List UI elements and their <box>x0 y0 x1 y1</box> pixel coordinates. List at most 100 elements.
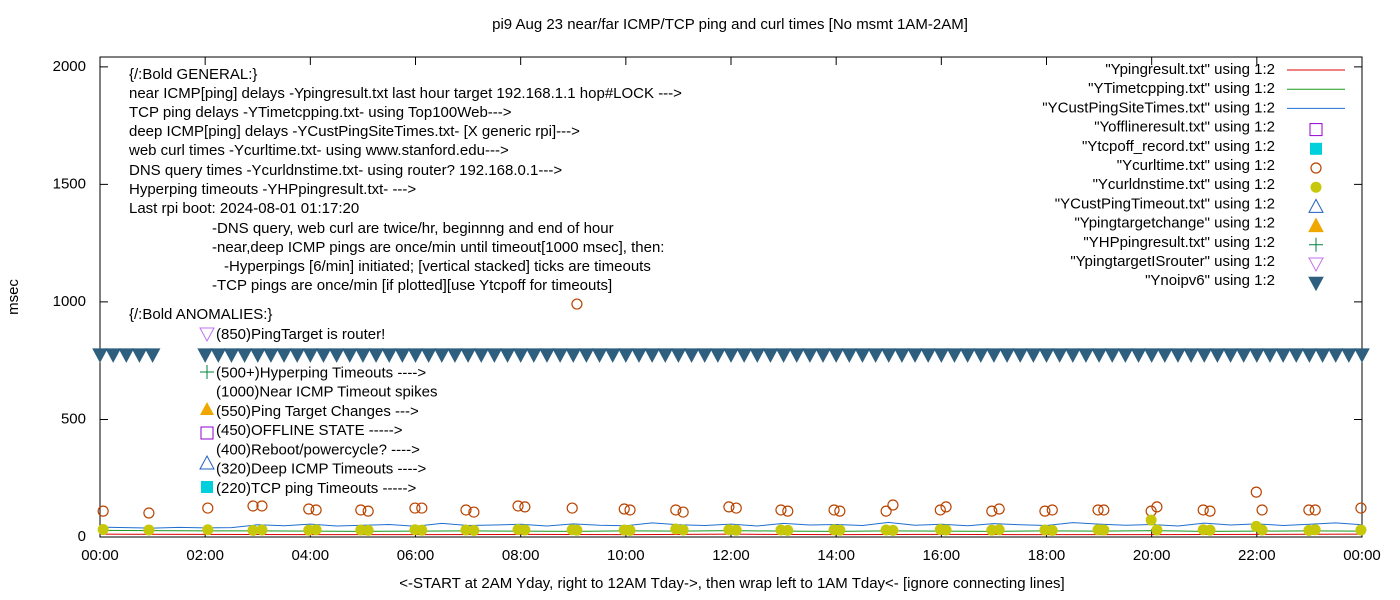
annotation: -DNS query, web curl are twice/hr, begin… <box>212 220 614 237</box>
marker <box>1341 348 1357 363</box>
marker <box>571 524 583 536</box>
marker <box>644 348 660 363</box>
anomaly-note: (1000)Near ICMP Timeout spikes <box>216 384 437 401</box>
marker <box>782 524 794 536</box>
marker <box>723 501 735 513</box>
marker <box>1248 348 1265 363</box>
marker <box>782 505 794 517</box>
annotation: -TCP pings are once/min [if plotted][use… <box>212 277 612 294</box>
marker <box>1196 348 1213 363</box>
annotation: -near,deep ICMP pings are once/min until… <box>212 239 664 256</box>
marker <box>460 348 476 363</box>
marker <box>1301 348 1318 363</box>
marker <box>1098 524 1110 536</box>
marker <box>730 524 742 536</box>
marker <box>302 348 319 363</box>
marker <box>394 348 411 363</box>
marker <box>381 348 398 363</box>
legend-label: "YCustPingSiteTimes.txt" using 1:2 <box>1042 99 1275 116</box>
marker <box>828 348 845 363</box>
marker <box>92 348 108 363</box>
marker <box>1204 524 1216 536</box>
marker <box>202 502 214 514</box>
marker <box>762 348 779 363</box>
marker <box>934 504 946 516</box>
annotation: Hyperping timeouts -YHPpingresult.txt- -… <box>129 181 416 198</box>
marker <box>1209 348 1226 363</box>
marker <box>959 348 976 363</box>
y-tick-label: 0 <box>78 528 86 545</box>
marker <box>525 348 542 363</box>
marker <box>1104 348 1121 363</box>
marker <box>565 348 582 363</box>
marker <box>247 524 259 536</box>
marker <box>1170 348 1186 363</box>
marker <box>310 524 322 536</box>
marker <box>539 348 555 363</box>
legend-label: "Ypingresult.txt" using 1:2 <box>1105 61 1275 78</box>
marker <box>710 348 726 363</box>
marker <box>920 348 937 363</box>
legend-swatch <box>1308 217 1324 233</box>
x-tick-label: 06:00 <box>397 547 435 564</box>
annotation: {/:Bold ANOMALIES:} <box>129 306 272 323</box>
annotation: Last rpi boot: 2024-08-01 01:17:20 <box>129 200 359 217</box>
marker <box>460 504 472 516</box>
marker <box>409 502 421 514</box>
x-tick-label: 10:00 <box>607 547 645 564</box>
marker <box>519 501 531 513</box>
marker <box>624 504 636 516</box>
marker <box>1303 504 1315 516</box>
anomaly-note: (550)Ping Target Changes ---> <box>216 403 419 420</box>
marker <box>1145 514 1157 526</box>
marker <box>1288 348 1305 363</box>
x-tick-label: 14:00 <box>817 547 855 564</box>
marker <box>775 348 792 363</box>
marker <box>236 348 253 363</box>
marker <box>1262 348 1278 363</box>
legend-swatch <box>1310 162 1322 174</box>
x-tick-label: 02:00 <box>186 547 224 564</box>
symbol <box>200 426 214 440</box>
marker <box>276 348 292 363</box>
marker <box>940 524 952 536</box>
marker <box>468 506 480 518</box>
marker <box>512 348 529 363</box>
anomaly-symbols <box>199 327 215 493</box>
marker <box>499 348 516 363</box>
marker <box>460 524 472 536</box>
marker <box>1064 348 1081 363</box>
marker <box>1039 505 1051 517</box>
legend-label: "Ynoipv6" using 1:2 <box>1145 272 1275 289</box>
anomaly-note: (450)OFFLINE STATE -----> <box>216 422 403 439</box>
marker <box>993 524 1005 536</box>
marker <box>289 348 306 363</box>
y-axis-label: msec <box>5 279 22 315</box>
marker <box>362 524 374 536</box>
marker <box>1256 504 1268 516</box>
legend-swatch <box>1310 181 1322 193</box>
y-tick-label: 500 <box>61 410 86 427</box>
marker <box>1025 348 1042 363</box>
marker <box>1309 504 1321 516</box>
marker <box>1355 524 1367 536</box>
annotation: near ICMP[ping] delays -Ypingresult.txt … <box>129 85 682 102</box>
anomaly-note: (320)Deep ICMP Timeouts ----> <box>216 461 426 478</box>
marker <box>696 348 713 363</box>
marker <box>355 348 371 363</box>
legend-label: "YpingtargetISrouter" using 1:2 <box>1070 253 1275 270</box>
marker <box>1091 348 1107 363</box>
marker <box>677 506 689 518</box>
marker <box>1143 348 1160 363</box>
x-tick-label: 04:00 <box>292 547 330 564</box>
marker <box>416 524 428 536</box>
marker <box>519 524 531 536</box>
x-tick-label: 00:00 <box>1343 547 1381 564</box>
annotation: DNS query times -Ycurldnstime.txt- using… <box>129 162 562 179</box>
marker <box>683 348 700 363</box>
legend-swatch <box>1309 237 1323 252</box>
y-tick-label: 1000 <box>53 293 86 310</box>
marker <box>468 524 480 536</box>
marker <box>420 348 437 363</box>
